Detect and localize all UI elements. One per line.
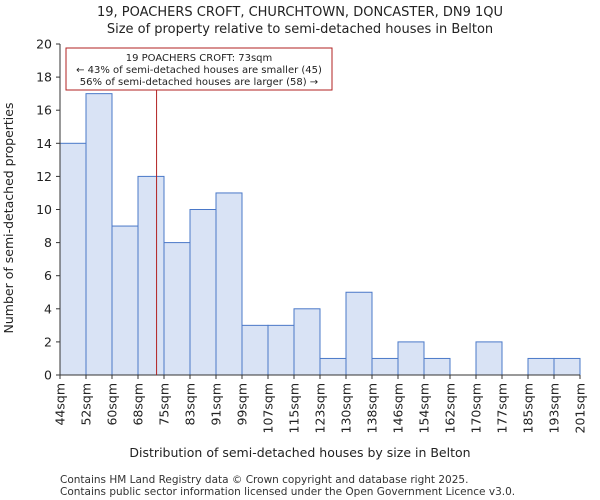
bar-123sqm (319, 357, 347, 376)
x-tick-label: 154sqm (417, 383, 432, 433)
y-tick-label: 10 (36, 202, 52, 217)
bar-138sqm (371, 357, 399, 376)
footer-line-1: Contains HM Land Registry data © Crown c… (60, 474, 468, 486)
x-tick-label: 52sqm (79, 383, 94, 426)
x-tick-label: 185sqm (521, 383, 536, 433)
annotation-line-1: 19 POACHERS CROFT: 73sqm (126, 53, 273, 64)
x-tick-label: 193sqm (547, 383, 562, 433)
bar-154sqm (423, 357, 451, 376)
x-tick-label: 177sqm (495, 383, 510, 433)
y-tick-label: 8 (44, 235, 52, 250)
chart-title: 19, POACHERS CROFT, CHURCHTOWN, DONCASTE… (97, 5, 503, 20)
bar-193sqm (553, 357, 581, 376)
y-tick-label: 20 (36, 37, 52, 52)
x-tick-label: 44sqm (53, 383, 68, 426)
x-tick-label: 130sqm (339, 383, 354, 433)
x-tick-label: 68sqm (131, 383, 146, 426)
x-tick-label: 123sqm (313, 383, 328, 433)
x-tick-label: 201sqm (573, 383, 588, 433)
x-tick-labels: 44sqm 52sqm 60sqm 68sqm 75sqm 83sqm 91sqm 99sqm… (53, 375, 588, 433)
bar-107sqm (267, 324, 295, 376)
y-tick-label: 16 (36, 103, 52, 118)
x-tick-label: 83sqm (183, 383, 198, 426)
x-axis-label: Distribution of semi-detached houses by … (129, 445, 470, 460)
x-tick-label: 60sqm (105, 383, 120, 426)
y-tick-label: 14 (36, 136, 52, 151)
y-axis-label: Number of semi-detached properties (1, 103, 16, 334)
x-tick-label: 99sqm (235, 383, 250, 426)
bar-52sqm (85, 93, 113, 376)
bar-185sqm (527, 357, 555, 376)
x-tick-label: 146sqm (391, 383, 406, 433)
bar-146sqm (397, 341, 425, 376)
y-tick-label: 18 (36, 70, 52, 85)
x-tick-label: 91sqm (209, 383, 224, 426)
x-tick-label: 170sqm (469, 383, 484, 433)
y-tick-label: 4 (44, 301, 52, 316)
y-tick-label: 12 (36, 169, 52, 184)
chart-subtitle: Size of property relative to semi-detach… (107, 22, 493, 37)
bar-130sqm (345, 291, 373, 376)
bar-60sqm (111, 225, 139, 376)
y-tick-labels: 0 2 4 6 8 10 12 14 16 18 20 (36, 37, 60, 383)
annotation-line-2: ← 43% of semi-detached houses are smalle… (76, 65, 322, 76)
y-tick-label: 0 (44, 368, 52, 383)
bar-170sqm (475, 341, 503, 376)
bar-115sqm (293, 308, 321, 376)
y-tick-label: 2 (44, 334, 52, 349)
bars (59, 93, 581, 376)
annotation-frame (65, 47, 333, 91)
bar-99sqm (241, 324, 269, 376)
footer-line-2: Contains public sector information licen… (60, 486, 515, 498)
bar-91sqm (215, 192, 243, 376)
bar-75sqm (163, 242, 191, 376)
y-tick-label: 6 (44, 268, 52, 283)
x-tick-label: 162sqm (443, 383, 458, 433)
bar-44sqm (59, 142, 87, 376)
annotation-line-3: 56% of semi-detached houses are larger (… (80, 77, 318, 88)
bar-68sqm (137, 175, 165, 376)
x-tick-label: 138sqm (365, 383, 380, 433)
x-tick-label: 75sqm (157, 383, 172, 426)
annotation-box: 19 POACHERS CROFT: 73sqm ← 43% of semi-d… (65, 47, 333, 91)
bar-83sqm (189, 209, 217, 376)
x-tick-label: 115sqm (287, 383, 302, 433)
x-tick-label: 107sqm (261, 383, 276, 433)
